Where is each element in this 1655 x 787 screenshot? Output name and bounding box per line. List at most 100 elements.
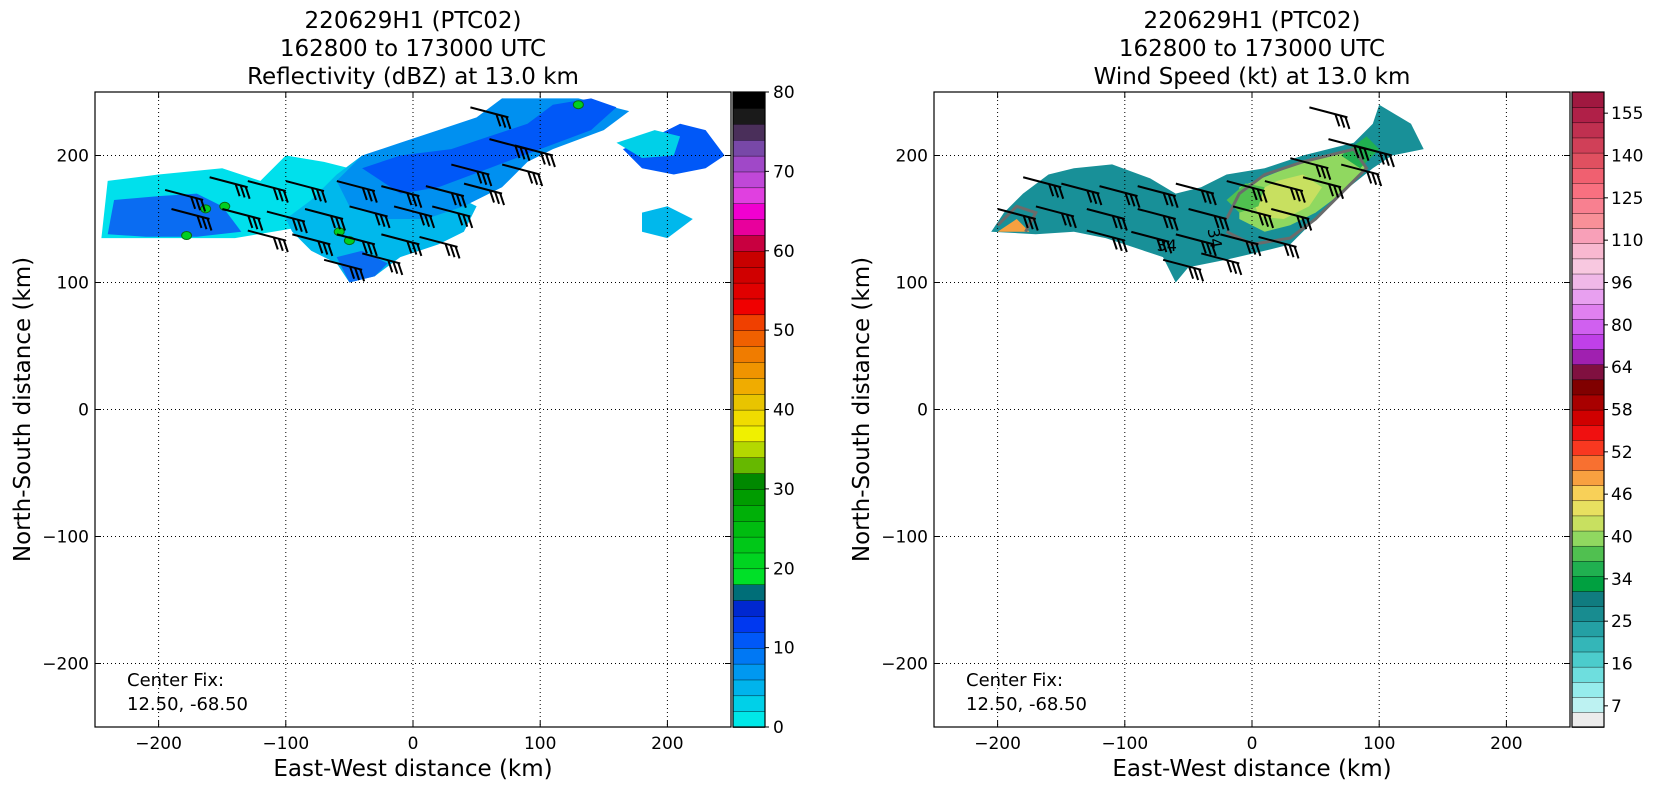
colorbar-swatch: [1571, 242, 1605, 260]
x-tick-label: −100: [1101, 734, 1148, 754]
colorbar-swatch: [1571, 152, 1605, 169]
colorbar-swatch: [1571, 651, 1605, 668]
colorbar-swatch: [732, 234, 766, 252]
wind-barb-8: [1302, 176, 1344, 200]
colorbar-swatch: [732, 91, 766, 109]
colorbar-swatch: [1571, 454, 1605, 471]
colorbar-swatch: [732, 314, 766, 331]
colorbar-swatch: [732, 695, 766, 712]
wind-barb-21: [1162, 258, 1205, 282]
wind-barb-20: [1258, 235, 1300, 259]
center-fix-line-2: 12.50, -68.50: [966, 694, 1087, 715]
colorbar-swatch: [732, 679, 766, 697]
colorbar-swatch: [1571, 620, 1605, 638]
y-axis-label: North-South distance (km): [10, 257, 36, 562]
wind-barb-10: [1035, 205, 1077, 229]
colorbar-tick-label: 0: [773, 718, 784, 738]
y-tick-label: −200: [42, 655, 89, 675]
colorbar-swatch: [732, 139, 766, 157]
wind-barb-5: [1175, 182, 1217, 206]
x-tick-label: 100: [1363, 734, 1395, 754]
colorbar-swatch: [1571, 515, 1605, 532]
colorbar-swatch: [1571, 560, 1605, 577]
colorbar-tick-label: 80: [1611, 316, 1633, 336]
wind-barb-16: [1086, 229, 1128, 253]
colorbar-swatch: [1571, 212, 1605, 229]
wind-barb-5: [336, 180, 378, 203]
colorbar-tick-label: 58: [1611, 401, 1633, 421]
y-tick-label: −100: [881, 528, 928, 548]
colorbar-tick-label: 60: [773, 242, 795, 262]
echo-region-6: [997, 219, 1030, 232]
reflectivity-core-6: [181, 231, 193, 241]
wind-barb-9: [171, 208, 213, 231]
colorbar-swatch: [732, 282, 766, 300]
wind-barb-19: [1220, 233, 1262, 257]
colorbar-swatch: [732, 472, 766, 490]
wind-barb-18: [1175, 233, 1217, 257]
colorbar-swatch: [732, 298, 766, 316]
colorbar-swatch: [732, 441, 766, 458]
colorbar-tick-label: 46: [1611, 485, 1633, 505]
reflectivity-core-5: [572, 100, 584, 110]
wind-barb-27: [1290, 157, 1332, 181]
y-tick-label: 100: [57, 274, 89, 294]
colorbar-swatch: [1571, 484, 1605, 502]
colorbar-swatch: [732, 345, 766, 363]
colorbar-swatch: [1571, 424, 1605, 441]
colorbar-swatch: [1571, 636, 1605, 653]
wind-barb-24: [514, 144, 556, 168]
title-line-1: 220629H1 (PTC02): [1144, 8, 1361, 34]
wind-barb-15: [1270, 208, 1313, 231]
wind-barb-6: [1226, 180, 1268, 203]
colorbar-tick-label: 80: [773, 83, 795, 103]
wind-barb-27: [451, 163, 493, 187]
colorbar-tick-label: 30: [773, 480, 795, 500]
colorbar-tick-label: 125: [1611, 189, 1643, 209]
center-fix-line-1: Center Fix:: [127, 670, 224, 691]
wind-barb-1: [1022, 176, 1065, 200]
title-line-2: 162800 to 173000 UTC: [280, 36, 546, 62]
wind-barb-15: [431, 205, 474, 229]
x-tick-label: 200: [1490, 734, 1522, 754]
colorbar-tick-label: 20: [773, 559, 795, 579]
colorbar-swatch: [1571, 273, 1605, 290]
colorbar-swatch: [1571, 91, 1605, 108]
x-tick-label: 0: [1247, 734, 1258, 754]
wind-barb-21: [323, 258, 366, 282]
title-line-2: 162800 to 173000 UTC: [1119, 36, 1385, 62]
wind-barb-25: [470, 106, 512, 130]
colorbar-swatch: [1571, 696, 1605, 713]
echo-region-4: [1226, 183, 1265, 213]
center-fix-line-2: 12.50, -68.50: [127, 694, 248, 715]
colorbar-tick-label: 140: [1611, 147, 1643, 167]
colorbar-swatch: [1571, 530, 1605, 547]
wind-barb-17: [292, 233, 334, 257]
colorbar-swatch: [1571, 605, 1605, 622]
colorbar-swatch: [732, 218, 766, 236]
wind-barb-7: [1264, 180, 1306, 203]
colorbar-tick-label: 25: [1611, 612, 1633, 632]
colorbar-swatch: [1571, 394, 1605, 411]
wind-barb-18: [336, 233, 378, 257]
wind-barb-13: [349, 205, 391, 229]
echo-region-5: [362, 98, 617, 194]
x-tick-label: 100: [524, 734, 556, 754]
colorbar-swatch: [732, 504, 766, 522]
colorbar-swatch: [732, 615, 766, 633]
colorbar-swatch: [732, 647, 766, 665]
y-tick-label: −200: [881, 655, 928, 675]
colorbar-swatch: [1571, 197, 1605, 214]
colorbar: 7 16 25 34 40 46 52 58 64 80 96 110 125 140 155: [1571, 91, 1643, 728]
colorbar-tick-label: 7: [1611, 697, 1622, 717]
colorbar-tick-label: 70: [773, 162, 795, 182]
echo-region-2: [107, 193, 242, 237]
colorbar-tick-label: 10: [773, 639, 795, 659]
colorbar-tick-label: 96: [1611, 274, 1633, 294]
colorbar-swatch: [732, 202, 766, 220]
colorbar-swatch: [732, 266, 766, 284]
wind-barb-24: [1353, 144, 1395, 168]
echo-region-9: [642, 206, 693, 239]
colorbar-tick-label: 40: [773, 401, 795, 421]
